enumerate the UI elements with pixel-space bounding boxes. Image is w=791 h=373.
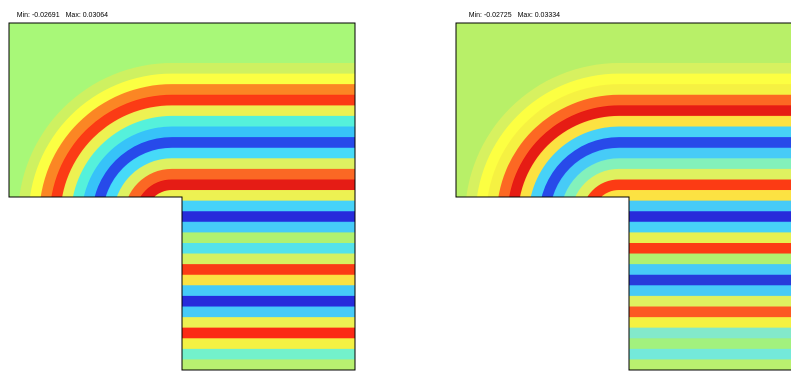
field-band	[456, 359, 791, 370]
domain-outline	[8, 22, 356, 371]
field-band	[9, 253, 355, 265]
field-band	[456, 242, 791, 255]
field-band	[9, 200, 355, 212]
field-band	[456, 211, 791, 223]
field-band	[9, 327, 355, 339]
field-band	[549, 147, 791, 217]
max-label: Max: 0.03064	[65, 12, 109, 19]
range-label-left: Min: -0.02691 Max: 0.03064	[9, 5, 114, 26]
field-band	[592, 190, 791, 217]
field-band	[9, 348, 355, 361]
field-band	[456, 200, 791, 212]
field-band	[9, 242, 355, 255]
field-band	[9, 221, 355, 233]
field-band	[9, 264, 355, 276]
plot-panel-left: Min: -0.02691 Max: 0.03064	[0, 0, 395, 373]
field-band	[456, 232, 791, 244]
field-band	[9, 232, 355, 244]
field-band	[456, 327, 791, 339]
field-band	[9, 338, 355, 350]
field-band	[456, 253, 791, 265]
field-band	[456, 221, 791, 233]
field-band	[9, 274, 355, 286]
field-band	[456, 348, 791, 361]
field-band	[539, 137, 791, 217]
field-band	[581, 179, 791, 217]
field-band	[92, 137, 355, 217]
domain-outline	[455, 22, 791, 371]
field-band	[9, 285, 355, 297]
field-band	[123, 168, 355, 217]
field-plot-right	[455, 22, 791, 371]
min-label: Min: -0.02725	[468, 12, 512, 19]
field-band	[9, 295, 355, 308]
range-label-right: Min: -0.02725 Max: 0.03334	[461, 5, 566, 26]
field-band	[517, 115, 791, 217]
field-band	[70, 115, 355, 217]
field-band	[456, 317, 791, 329]
field-band	[9, 359, 355, 370]
field-band	[81, 126, 355, 217]
field-band	[456, 264, 791, 276]
plot-panel-right: Min: -0.02725 Max: 0.03334	[395, 0, 791, 373]
min-label: Min: -0.02691	[16, 12, 60, 19]
field-band	[528, 126, 791, 217]
field-band	[456, 295, 791, 308]
field-band	[145, 190, 355, 217]
field-band	[560, 158, 791, 217]
field-band	[456, 338, 791, 350]
field-band	[9, 306, 355, 318]
field-band	[102, 147, 355, 217]
max-label: Max: 0.03334	[517, 12, 561, 19]
field-plot-left	[8, 22, 356, 371]
field-band	[9, 317, 355, 329]
field-band	[456, 285, 791, 297]
field-band	[456, 274, 791, 286]
field-band	[113, 158, 355, 217]
field-band	[456, 306, 791, 318]
field-band	[134, 179, 355, 217]
field-band	[9, 211, 355, 223]
